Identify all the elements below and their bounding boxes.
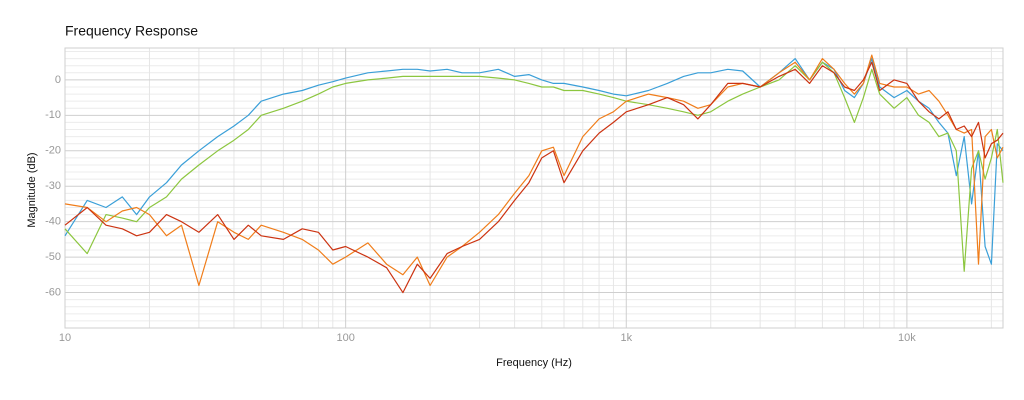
x-tick-label: 1k (620, 332, 632, 344)
x-tick-label: 10 (59, 332, 71, 344)
y-axis-label: Magnitude (dB) (26, 152, 38, 227)
y-tick-label: -40 (45, 216, 61, 228)
x-tick-label: 100 (336, 332, 354, 344)
chart-title: Frequency Response (65, 23, 198, 39)
x-tick-label: 10k (898, 332, 916, 344)
y-tick-label: -60 (45, 286, 61, 298)
y-tick-label: 0 (55, 74, 61, 86)
y-tick-label: -30 (45, 180, 61, 192)
y-tick-label: -50 (45, 251, 61, 263)
series-line (64, 54, 1004, 287)
x-axis-label: Frequency (Hz) (496, 357, 572, 369)
series-line (64, 61, 1004, 294)
series-line (64, 58, 1004, 265)
y-tick-label: -10 (45, 109, 61, 121)
series-line (64, 61, 1004, 272)
plot-frame (64, 47, 1004, 329)
y-tick-label: -20 (45, 145, 61, 157)
